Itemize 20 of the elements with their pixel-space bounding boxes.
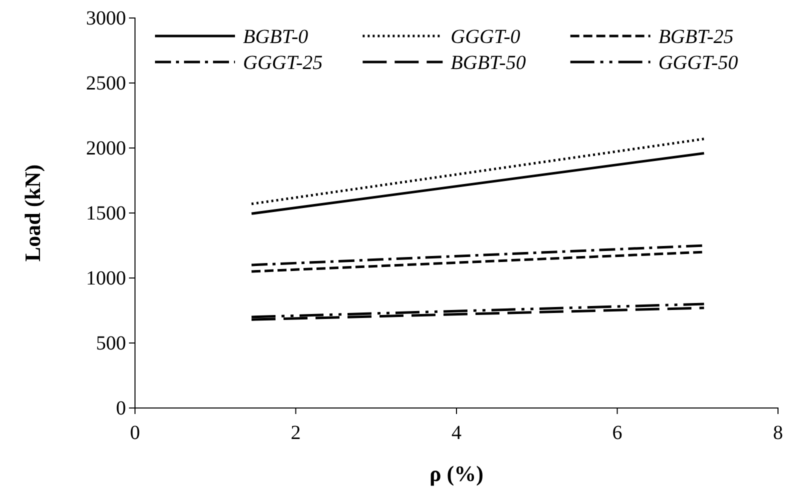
legend-label: BGBT-25 (658, 26, 734, 48)
y-tick-label: 1500 (86, 202, 126, 224)
legend-label: BGBT-50 (450, 52, 526, 74)
y-tick-label: 0 (116, 397, 126, 420)
y-axis-title: Load (kN) (20, 164, 45, 262)
y-tick-label: 500 (96, 332, 126, 354)
x-tick-label: 8 (773, 422, 783, 444)
x-tick-label: 2 (290, 422, 301, 444)
x-axis-title: ρ (%) (430, 461, 484, 486)
y-tick-label: 1000 (86, 267, 126, 290)
x-tick-label: 0 (130, 422, 140, 444)
y-tick-label: 2500 (86, 72, 126, 94)
legend-label: GGGT-25 (243, 52, 323, 74)
x-tick-label: 6 (612, 422, 622, 444)
y-tick-label: 2000 (86, 137, 126, 160)
legend-label: GGGT-0 (450, 26, 520, 48)
legend-label: BGBT-0 (243, 26, 308, 48)
legend-label: GGGT-50 (658, 52, 738, 74)
y-tick-label: 3000 (86, 7, 126, 30)
x-tick-label: 4 (452, 422, 462, 444)
